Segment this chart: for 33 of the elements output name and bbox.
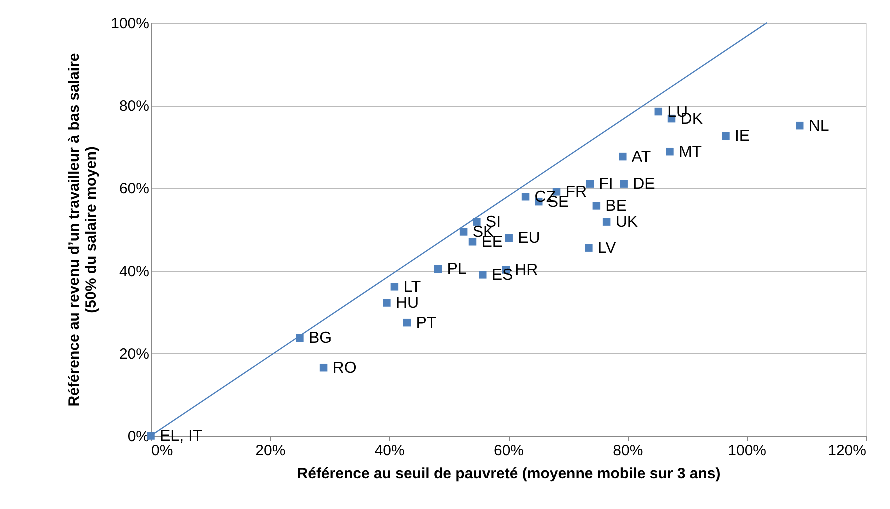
annotation: HR: [515, 262, 538, 279]
x-tick-label: 100%: [728, 442, 767, 460]
x-tick-label: 120%: [828, 442, 866, 460]
y-tick-label: 60%: [119, 180, 150, 198]
x-tick-label: 80%: [613, 442, 644, 460]
annotation: PL: [447, 261, 467, 278]
x-axis-title: Référence au seuil de pauvreté (moyenne mobile sur 3 ans): [297, 466, 721, 482]
x-tick-label: 40%: [374, 442, 405, 460]
y-tick-label: 100%: [111, 16, 150, 32]
annotation: DE: [633, 176, 656, 194]
annotation: EL, IT: [160, 428, 203, 445]
annotation: EU: [518, 230, 540, 248]
x-tick-label: 60%: [494, 442, 524, 460]
annotation: MT: [678, 144, 702, 161]
annotation: RO: [332, 360, 357, 377]
annotation: LV: [598, 240, 617, 258]
annotation: FI: [599, 176, 614, 194]
y-axis-title: Référence au revenu d’un travailleur à bas salaire (50% du salaire moyen): [66, 53, 100, 407]
annotation: ES: [492, 266, 514, 284]
annotation: BE: [606, 198, 628, 215]
annotation: PT: [416, 314, 437, 332]
annotation: BG: [308, 330, 332, 348]
annotation: AT: [632, 148, 652, 166]
annotation: HU: [396, 295, 420, 312]
annotation: UK: [616, 214, 638, 232]
annotation: NL: [808, 118, 830, 135]
y-tick-label: 20%: [119, 346, 150, 363]
y-tick-label: 40%: [119, 263, 150, 280]
annotation: LT: [404, 278, 422, 296]
x-tick-label: 0%: [152, 442, 174, 460]
annotation: IE: [734, 128, 750, 146]
y-tick-label: 80%: [119, 98, 150, 116]
x-tick-label: 20%: [256, 442, 286, 460]
